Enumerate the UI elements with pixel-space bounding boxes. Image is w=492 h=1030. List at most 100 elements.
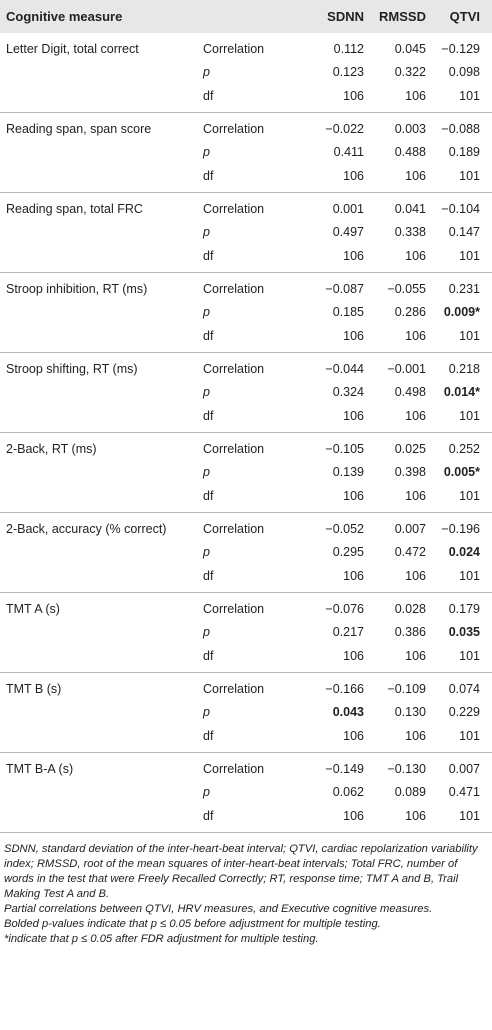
sdnn-value: −0.052 (325, 521, 364, 536)
measure-name: Stroop shifting, RT (ms) (6, 361, 138, 376)
stat-label: p (203, 705, 210, 720)
table-row: p 0.217 0.386 0.035 (0, 621, 492, 645)
footnote-asterisk: *indicate that p ≤ 0.05 after FDR adjust… (4, 933, 319, 945)
measure-name: 2-Back, RT (ms) (6, 441, 97, 456)
sdnn-value: 106 (343, 648, 364, 663)
measure-name: Reading span, span score (6, 121, 152, 136)
measure-group: Reading span, total FRC Correlation 0.001 0… (0, 193, 492, 273)
header-sdnn: SDNN (327, 9, 364, 24)
stat-label: Correlation (203, 41, 265, 56)
sdnn-value: 106 (343, 808, 364, 823)
table-row: df 106 106 101 (0, 564, 492, 588)
rmssd-value: 0.045 (394, 41, 426, 56)
table-body: Letter Digit, total correct Correlation 0.… (0, 33, 492, 833)
table-row: TMT A (s) Correlation −0.076 0.028 0.179 (0, 597, 492, 621)
sdnn-value: 0.295 (332, 545, 364, 560)
qtvi-value: 0.231 (448, 281, 480, 296)
rmssd-value: 106 (405, 88, 426, 103)
stat-label: Correlation (203, 681, 265, 696)
table-row: p 0.295 0.472 0.024 (0, 541, 492, 565)
stat-label: Correlation (203, 361, 265, 376)
sdnn-value: −0.087 (325, 281, 364, 296)
table-row: 2-Back, accuracy (% correct) Correlation −… (0, 517, 492, 541)
sdnn-value: 0.411 (333, 145, 364, 160)
stat-label: df (203, 328, 214, 343)
measure-group: 2-Back, accuracy (% correct) Correlation −… (0, 513, 492, 593)
table-row: p 0.411 0.488 0.189 (0, 141, 492, 165)
table-row: Reading span, total FRC Correlation 0.001 0… (0, 197, 492, 221)
sdnn-value: −0.105 (325, 441, 364, 456)
measure-name: TMT B (s) (6, 681, 62, 696)
measure-name: Reading span, total FRC (6, 201, 143, 216)
qtvi-value: 101 (459, 728, 480, 743)
rmssd-value: 106 (405, 808, 426, 823)
qtvi-value: 0.189 (448, 145, 480, 160)
sdnn-value: 0.324 (332, 385, 364, 400)
table-row: df 106 106 101 (0, 804, 492, 828)
qtvi-value: 0.074 (448, 681, 480, 696)
stat-label: p (203, 225, 210, 240)
stat-label: df (203, 168, 214, 183)
qtvi-value: −0.104 (441, 201, 480, 216)
table-row: p 0.497 0.338 0.147 (0, 221, 492, 245)
rmssd-value: −0.130 (387, 761, 426, 776)
sdnn-value: −0.022 (325, 121, 364, 136)
rmssd-value: 0.007 (394, 521, 426, 536)
qtvi-value: 101 (459, 408, 480, 423)
stat-label: Correlation (203, 201, 265, 216)
stat-label: Correlation (203, 521, 265, 536)
rmssd-value: −0.055 (387, 281, 426, 296)
rmssd-value: 106 (405, 328, 426, 343)
rmssd-value: 0.025 (394, 441, 426, 456)
measure-group: Reading span, span score Correlation −0.02… (0, 113, 492, 193)
qtvi-value: 0.014* (443, 385, 480, 400)
rmssd-value: 106 (405, 248, 426, 263)
rmssd-value: 106 (405, 568, 426, 583)
measure-group: TMT B (s) Correlation −0.166 −0.109 0.074 p 0.… (0, 673, 492, 753)
measure-name: Stroop inhibition, RT (ms) (6, 281, 148, 296)
stat-label: Correlation (203, 601, 265, 616)
rmssd-value: 0.286 (394, 305, 426, 320)
sdnn-value: −0.166 (325, 681, 364, 696)
measure-group: Stroop shifting, RT (ms) Correlation −0.04… (0, 353, 492, 433)
rmssd-value: 0.322 (394, 65, 426, 80)
table-row: df 106 106 101 (0, 244, 492, 268)
sdnn-value: 106 (343, 568, 364, 583)
table-row: df 106 106 101 (0, 484, 492, 508)
rmssd-value: 106 (405, 728, 426, 743)
sdnn-value: −0.044 (325, 361, 364, 376)
qtvi-value: 101 (459, 88, 480, 103)
table-row: p 0.185 0.286 0.009* (0, 301, 492, 325)
measure-name: Letter Digit, total correct (6, 41, 139, 56)
rmssd-value: 106 (405, 648, 426, 663)
qtvi-value: 101 (459, 568, 480, 583)
measure-group: Stroop inhibition, RT (ms) Correlation −0.… (0, 273, 492, 353)
measure-group: TMT A (s) Correlation −0.076 0.028 0.179 p 0.2… (0, 593, 492, 673)
rmssd-value: 0.386 (394, 625, 426, 640)
table-row: Reading span, span score Correlation −0.02… (0, 117, 492, 141)
rmssd-value: 0.130 (394, 705, 426, 720)
stat-label: Correlation (203, 121, 265, 136)
sdnn-value: 106 (343, 488, 364, 503)
stat-label: p (203, 545, 210, 560)
qtvi-value: 0.229 (448, 705, 480, 720)
stat-label: df (203, 808, 214, 823)
sdnn-value: 0.185 (332, 305, 364, 320)
table-row: TMT B (s) Correlation −0.166 −0.109 0.074 (0, 677, 492, 701)
table-row: p 0.123 0.322 0.098 (0, 61, 492, 85)
sdnn-value: 0.123 (332, 65, 364, 80)
stat-label: p (203, 385, 210, 400)
rmssd-value: 0.338 (394, 225, 426, 240)
sdnn-value: 0.112 (333, 41, 364, 56)
footnote-caption: Partial correlations between QTVI, HRV m… (4, 903, 433, 915)
table-row: Stroop shifting, RT (ms) Correlation −0.04… (0, 357, 492, 381)
header-qtvi: QTVI (449, 9, 480, 24)
measure-name: TMT A (s) (6, 601, 60, 616)
measure-name: TMT B-A (s) (6, 761, 74, 776)
table-row: p 0.043 0.130 0.229 (0, 701, 492, 725)
qtvi-value: 101 (459, 808, 480, 823)
qtvi-value: 0.007 (448, 761, 480, 776)
measure-name: 2-Back, accuracy (% correct) (6, 521, 167, 536)
sdnn-value: 106 (343, 408, 364, 423)
stat-label: df (203, 568, 214, 583)
